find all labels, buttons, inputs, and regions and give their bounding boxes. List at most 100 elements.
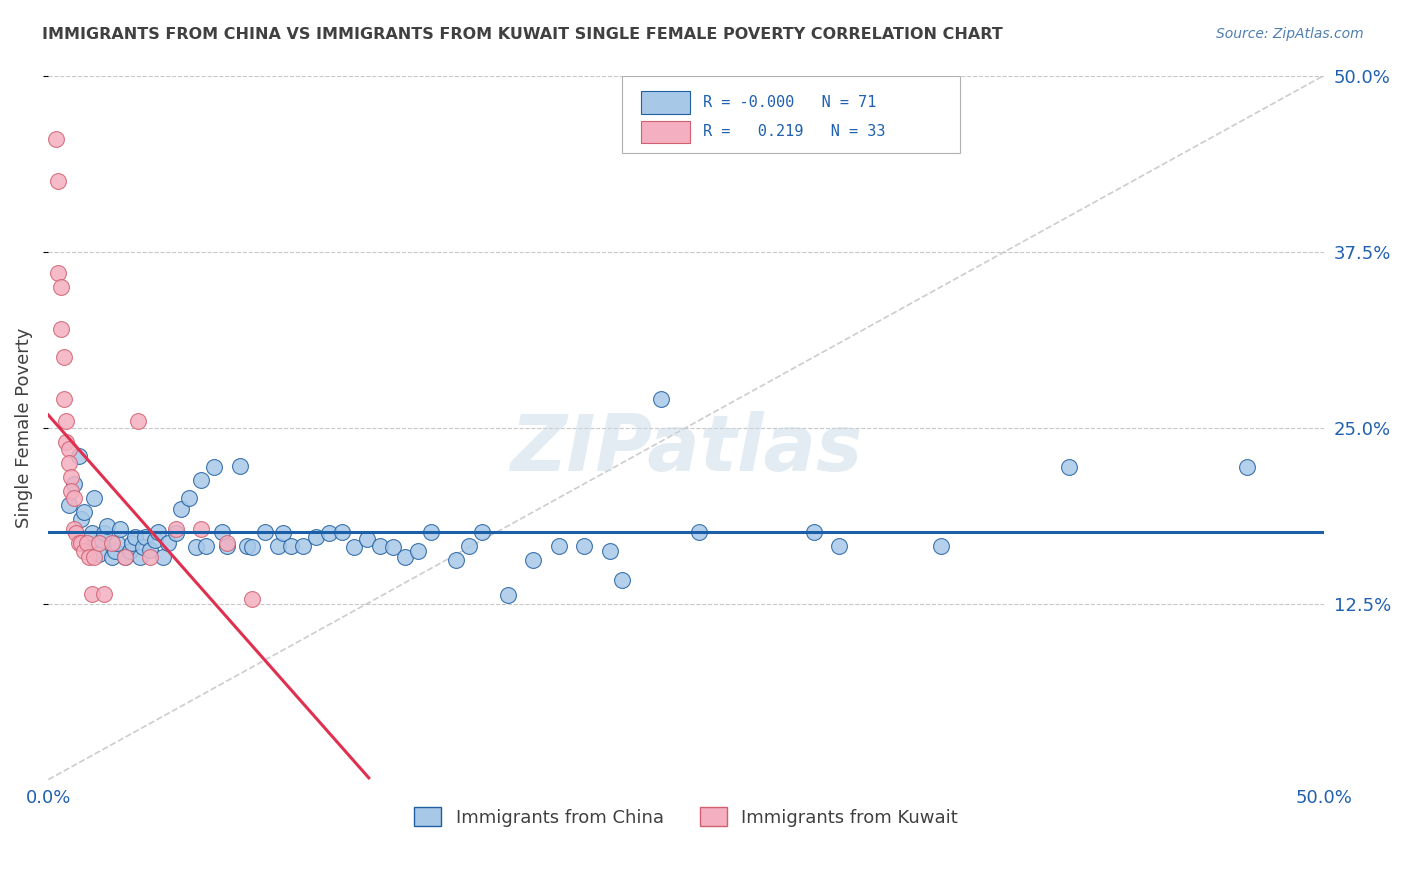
Point: [49, 322, 72, 336]
Point: [195, 539, 218, 553]
Point: [83, 491, 105, 505]
Point: [89, 547, 111, 561]
Point: [65, 526, 87, 541]
Point: [1057, 460, 1080, 475]
Point: [267, 539, 290, 553]
Point: [76, 536, 98, 550]
Point: [70, 512, 93, 526]
Point: [101, 536, 124, 550]
Point: [73, 544, 96, 558]
Point: [343, 541, 366, 555]
Point: [242, 592, 264, 607]
Point: [547, 539, 569, 553]
Point: [394, 550, 416, 565]
Point: [406, 544, 429, 558]
Point: [202, 460, 225, 475]
Point: [62, 522, 84, 536]
Point: [446, 553, 468, 567]
Point: [67, 536, 90, 550]
Point: [55, 434, 77, 449]
FancyBboxPatch shape: [623, 76, 960, 153]
Point: [211, 524, 233, 539]
Point: [96, 519, 118, 533]
Point: [170, 502, 193, 516]
Point: [271, 526, 294, 541]
Point: [368, 539, 391, 553]
Text: ZIPatlas: ZIPatlas: [510, 410, 862, 487]
Point: [381, 541, 404, 555]
Point: [104, 544, 127, 558]
Point: [650, 392, 672, 407]
Point: [129, 550, 152, 565]
Text: IMMIGRANTS FROM CHINA VS IMMIGRANTS FROM KUWAIT SINGLE FEMALE POVERTY CORRELATIO: IMMIGRANTS FROM CHINA VS IMMIGRANTS FROM…: [42, 27, 1002, 42]
Point: [139, 543, 162, 558]
Point: [145, 533, 167, 548]
Point: [688, 524, 710, 539]
Point: [58, 442, 80, 456]
Point: [254, 524, 277, 539]
Point: [60, 483, 83, 498]
Point: [58, 498, 80, 512]
Point: [228, 458, 250, 473]
Point: [118, 544, 141, 558]
Point: [83, 550, 105, 565]
Point: [458, 539, 481, 553]
Point: [114, 550, 136, 565]
Point: [803, 524, 825, 539]
Point: [190, 522, 212, 536]
Point: [124, 530, 146, 544]
Point: [242, 541, 264, 555]
Point: [70, 536, 93, 550]
Point: [522, 553, 544, 567]
Point: [73, 505, 96, 519]
Point: [131, 541, 153, 555]
Point: [190, 473, 212, 487]
Point: [93, 526, 115, 541]
Point: [215, 539, 238, 553]
Bar: [641, 120, 690, 143]
Point: [55, 413, 77, 427]
Point: [127, 413, 149, 427]
Point: [292, 539, 315, 553]
Point: [572, 539, 595, 553]
Point: [420, 524, 443, 539]
Point: [49, 279, 72, 293]
Point: [1236, 460, 1258, 475]
Point: [356, 532, 378, 546]
Point: [177, 491, 200, 505]
Point: [599, 544, 621, 558]
Point: [52, 350, 75, 364]
Point: [215, 536, 238, 550]
Point: [496, 588, 519, 602]
Text: R = -0.000   N = 71: R = -0.000 N = 71: [703, 95, 876, 110]
Bar: [641, 91, 690, 113]
Point: [139, 550, 162, 565]
Point: [80, 526, 103, 541]
Text: R =   0.219   N = 33: R = 0.219 N = 33: [703, 124, 886, 139]
Point: [612, 573, 634, 587]
Point: [77, 541, 100, 555]
Point: [318, 526, 340, 541]
Point: [165, 522, 187, 536]
Point: [114, 550, 136, 565]
Point: [58, 456, 80, 470]
Point: [152, 550, 174, 565]
Point: [77, 550, 100, 565]
Point: [186, 541, 208, 555]
Point: [89, 536, 111, 550]
Point: [165, 526, 187, 541]
Text: Source: ZipAtlas.com: Source: ZipAtlas.com: [1216, 27, 1364, 41]
Point: [330, 524, 353, 539]
Point: [236, 539, 259, 553]
Point: [60, 470, 83, 484]
Point: [45, 132, 67, 146]
Point: [67, 449, 90, 463]
Point: [101, 550, 124, 565]
Point: [121, 536, 143, 550]
Point: [280, 539, 302, 553]
Point: [52, 392, 75, 407]
Point: [62, 476, 84, 491]
Point: [108, 522, 131, 536]
Point: [146, 524, 169, 539]
Point: [305, 530, 328, 544]
